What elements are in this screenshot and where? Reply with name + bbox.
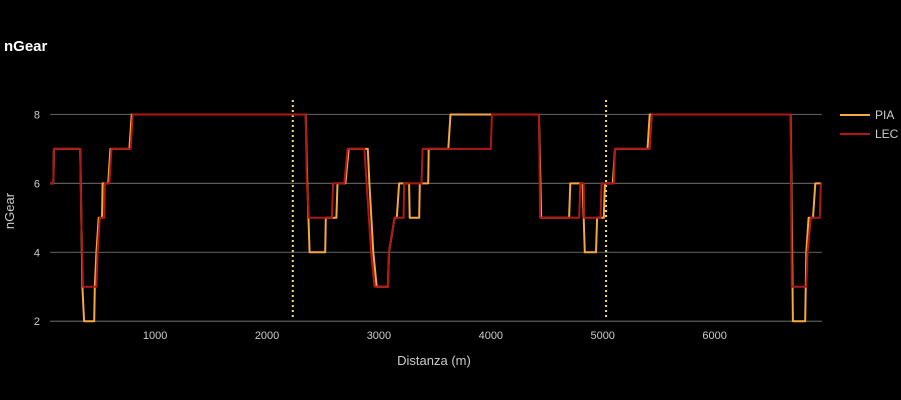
x-tick-label: 5000 [590,330,614,342]
reference-lines [291,100,608,320]
legend: PIA LEC [840,108,899,141]
chart-title: nGear [4,38,48,55]
y-tick-label: 2 [34,316,40,328]
x-axis-label: Distanza (m) [397,353,471,368]
x-tick-label: 1000 [143,330,167,342]
series-line-pia [50,113,821,323]
x-tick-labels: 1000 2000 3000 4000 5000 6000 [143,330,727,342]
grid-lines [50,113,822,322]
series-line-lec [50,113,822,288]
series-lines [50,113,822,323]
x-tick-label: 4000 [479,330,503,342]
y-tick-label: 4 [34,247,40,259]
legend-label: LEC [875,127,899,141]
y-tick-label: 8 [34,109,40,121]
legend-label: PIA [875,108,894,122]
y-axis-label: nGear [2,192,17,229]
y-tick-label: 6 [34,178,40,190]
x-tick-label: 2000 [255,330,279,342]
y-tick-labels: 2 4 6 8 [34,109,40,328]
x-tick-label: 3000 [367,330,391,342]
x-tick-label: 6000 [702,330,726,342]
